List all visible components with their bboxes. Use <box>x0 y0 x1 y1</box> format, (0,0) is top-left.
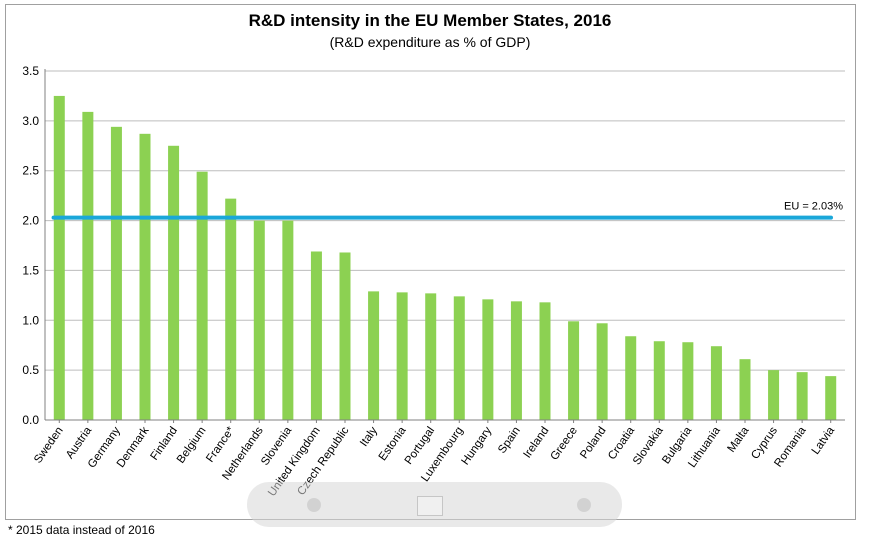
x-tick-label: Italy <box>358 425 380 449</box>
y-tick-label: 1.0 <box>22 313 39 327</box>
bar-belgium <box>196 171 208 420</box>
footnote: * 2015 data instead of 2016 <box>8 523 155 537</box>
bar-latvia <box>825 376 837 420</box>
x-tick-label: Belgium <box>175 425 209 466</box>
bar-cyprus <box>768 370 780 420</box>
bar-croatia <box>625 336 637 420</box>
bar-slovenia <box>282 220 294 420</box>
bar-sweden <box>53 95 65 420</box>
chart-title: R&D intensity in the EU Member States, 2… <box>248 11 612 30</box>
bar-slovakia <box>653 341 665 420</box>
bar-lithuania <box>710 346 722 420</box>
bar-netherlands <box>253 220 265 420</box>
x-tick-label: Hungary <box>460 425 495 468</box>
x-tick-label: Latvia <box>810 424 838 457</box>
bar-luxembourg <box>453 296 465 420</box>
x-tick-label: Spain <box>496 425 523 456</box>
bars <box>53 95 837 421</box>
bar-estonia <box>396 292 408 420</box>
bar-spain <box>510 301 522 420</box>
bar-finland <box>168 145 180 421</box>
bar-poland <box>596 323 608 420</box>
eu-average-label: EU = 2.03% <box>784 201 843 213</box>
bar-bulgaria <box>682 342 694 420</box>
bar-france <box>225 198 237 420</box>
y-tick-label: 3.0 <box>22 114 39 128</box>
bar-italy <box>368 291 380 420</box>
x-tick-label: Greece <box>549 425 580 463</box>
eu-average-line-group: EU = 2.03% <box>51 201 843 220</box>
pdf-viewer-toolbar[interactable] <box>247 482 622 527</box>
y-tick-label: 0.5 <box>22 363 39 377</box>
bar-czech-republic <box>339 252 351 420</box>
bar-denmark <box>139 133 151 420</box>
zoom-out-icon[interactable] <box>307 498 321 512</box>
bar-united-kingdom <box>310 251 322 420</box>
x-tick-label: Ireland <box>521 425 551 461</box>
bar-hungary <box>482 299 494 420</box>
bar-portugal <box>425 293 437 420</box>
bar-austria <box>82 111 94 420</box>
x-tick-label: Austria <box>64 424 95 461</box>
bar-malta <box>739 359 751 420</box>
download-icon[interactable] <box>577 498 591 512</box>
bar-romania <box>796 372 808 420</box>
gridlines <box>45 70 845 371</box>
bar-greece <box>568 321 580 420</box>
bar-germany <box>110 126 122 420</box>
y-tick-label: 0.0 <box>22 413 39 427</box>
y-tick-label: 2.5 <box>22 164 39 178</box>
y-tick-label: 1.5 <box>22 263 39 277</box>
x-tick-label: Cyprus <box>749 425 780 462</box>
y-tick-label: 2.0 <box>22 214 39 228</box>
x-tick-label: Poland <box>578 425 608 461</box>
x-tick-label: Malta <box>725 424 751 454</box>
y-tick-label: 3.5 <box>22 64 39 78</box>
x-tick-label: Sweden <box>32 425 66 466</box>
page-number-input[interactable] <box>417 496 443 516</box>
chart-subtitle: (R&D expenditure as % of GDP) <box>329 34 531 50</box>
bar-ireland <box>539 302 551 420</box>
